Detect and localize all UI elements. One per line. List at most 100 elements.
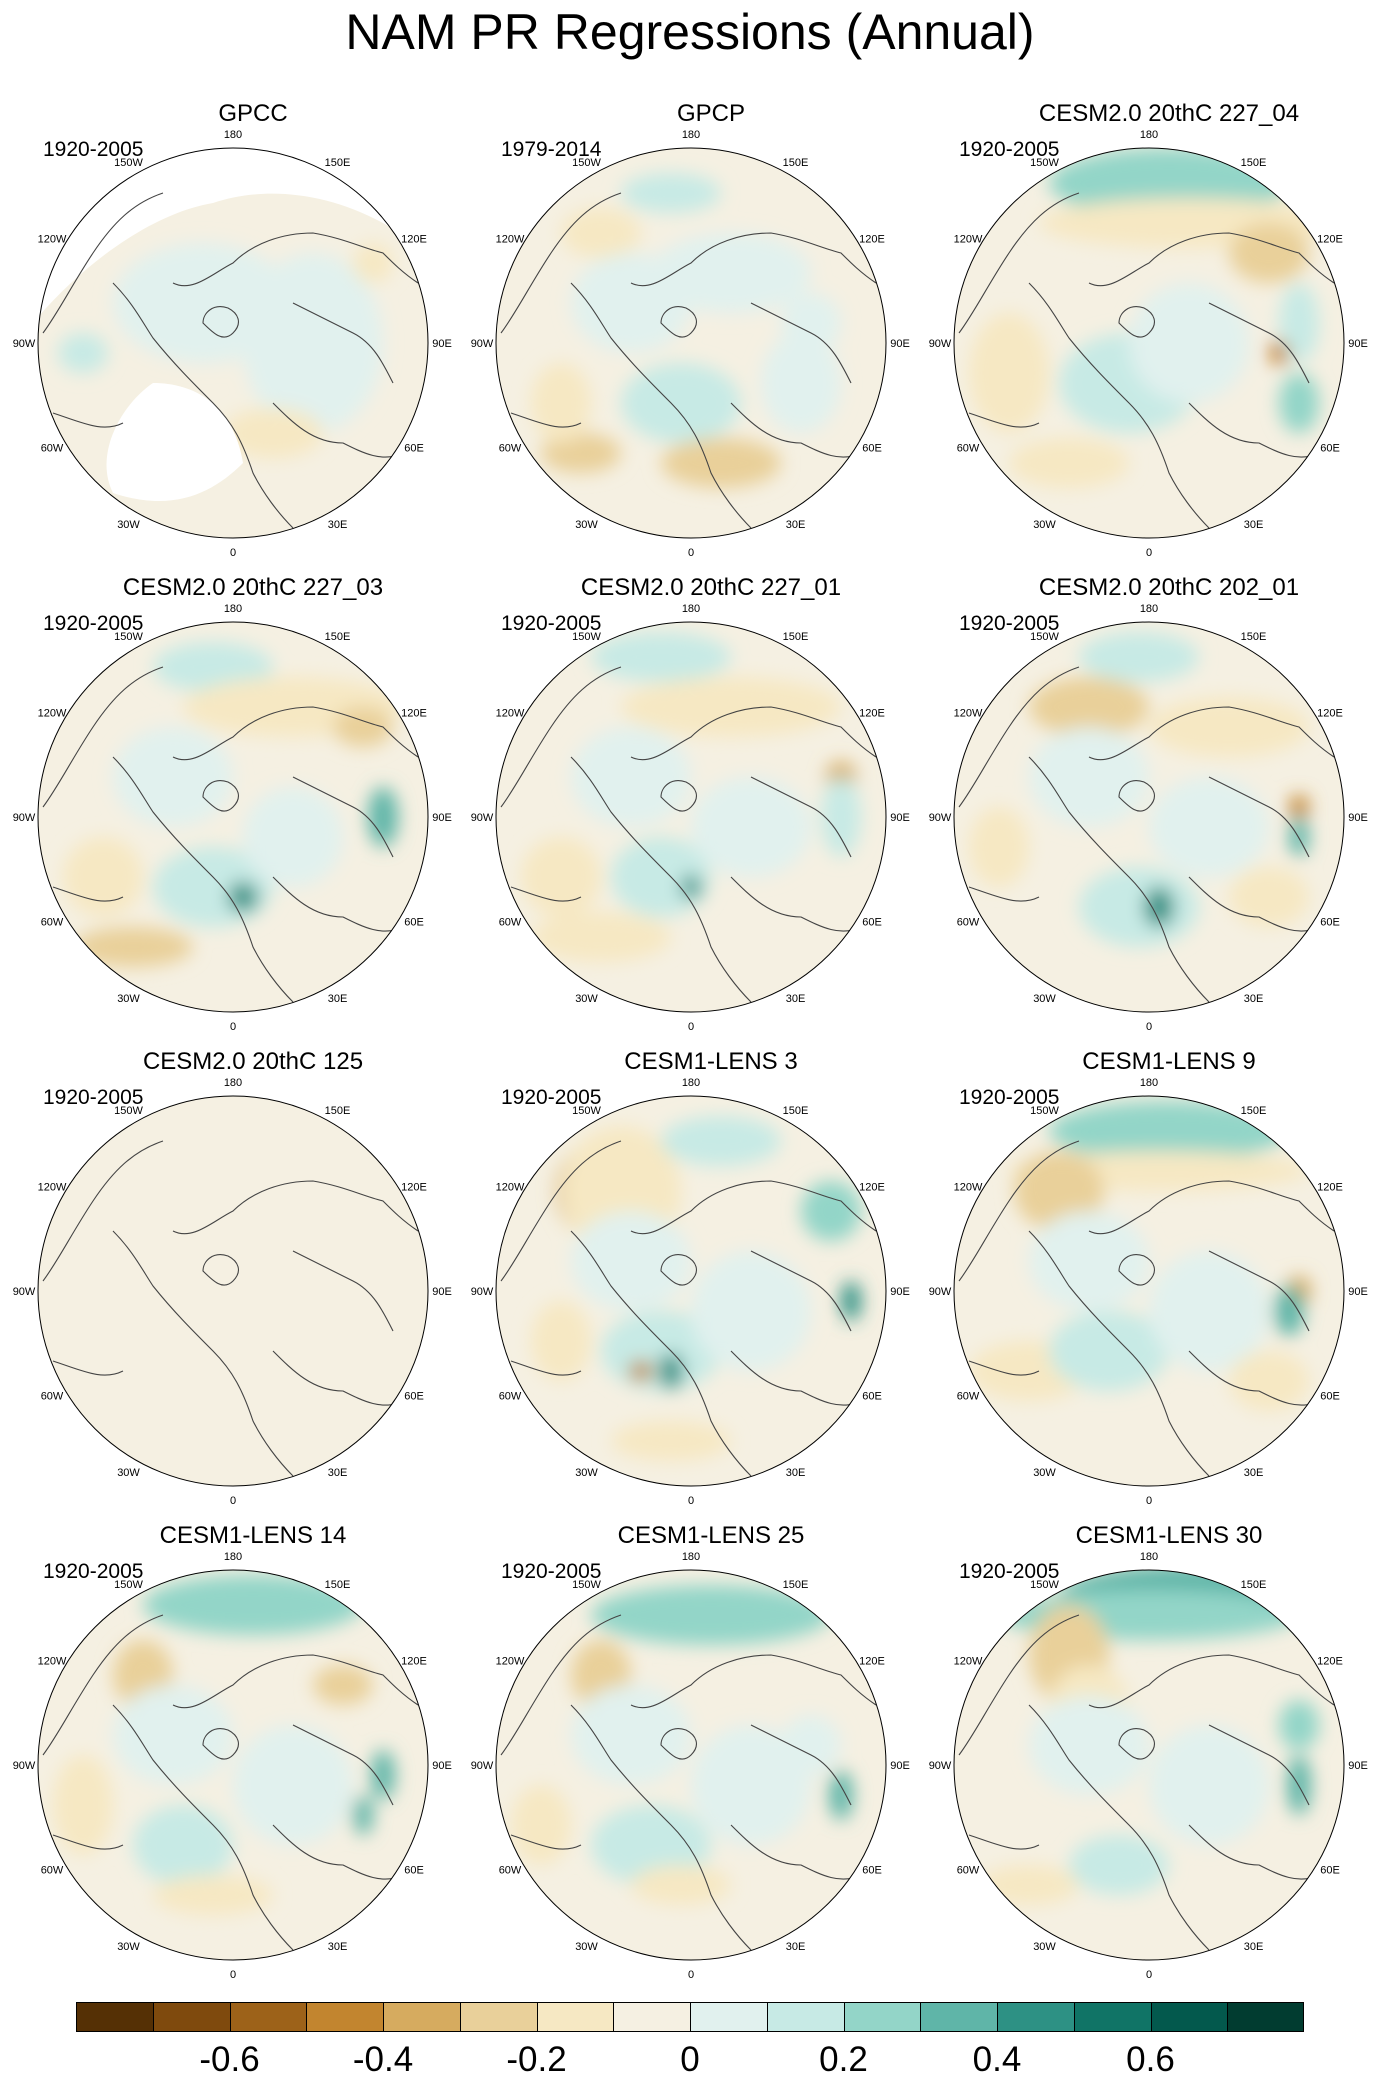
longitude-label: 150W (1030, 631, 1059, 643)
polar-map: 180 150E 120E 90E 60E 30E 0 30W 60W 90W 120W 150W (13, 1077, 452, 1507)
longitude-label: 120W (954, 1656, 983, 1668)
anomaly-region (243, 253, 383, 433)
polar-map: 180 150E 120E 90E 60E 30E 0 30W 60W 90W 120W 150W (13, 1551, 452, 1981)
precip-field (954, 148, 1344, 538)
anomaly-region (313, 1665, 373, 1705)
polar-map: 180 150E 120E 90E 60E 30E 0 30W 60W 90W 120W 150W (929, 1551, 1368, 1981)
map-boundary (495, 147, 887, 539)
anomaly-region (1069, 1835, 1169, 1895)
longitude-label: 90W (471, 1286, 494, 1298)
polar-map: 180 150E 120E 90E 60E 30E 0 30W 60W 90W 120W 150W (471, 129, 910, 559)
longitude-label: 180 (1140, 603, 1158, 615)
precip-field (496, 622, 886, 1012)
longitude-label: 120E (401, 708, 427, 720)
longitude-label: 90E (432, 812, 452, 824)
anomaly-region (113, 1685, 233, 1785)
anomaly-region (1144, 887, 1174, 927)
map-panel: CESM2.0 20thC 202_01 1920-2005 180 150E 120E… (929, 574, 1380, 1033)
longitude-label: 120E (859, 708, 885, 720)
longitude-label: 60W (41, 1391, 64, 1403)
anomaly-region (571, 727, 691, 827)
anomaly-region (621, 363, 741, 443)
longitude-label: 60W (957, 1865, 980, 1877)
polar-map: 180 150E 120E 90E 60E 30E 0 30W 60W 90W 120W 150W (471, 603, 910, 1033)
anomaly-region (1279, 283, 1319, 363)
anomaly-region (591, 1585, 831, 1645)
anomaly-region (63, 837, 143, 917)
anomaly-region (233, 1725, 353, 1845)
colorbar-swatch (459, 2002, 537, 2032)
longitude-label: 120W (954, 1182, 983, 1194)
longitude-label: 120E (1317, 1656, 1343, 1668)
anomaly-region (1229, 867, 1309, 927)
map-panel: CESM1-LENS 9 1920-2005 180 150E 120E 90E 60E 30… (929, 1048, 1380, 1507)
longitude-label: 60E (1320, 1391, 1340, 1403)
panel-title: CESM1-LENS 30 (1075, 1522, 1263, 1549)
longitude-label: 30E (1244, 519, 1264, 531)
coastlines (42, 1140, 419, 1477)
map-boundary (495, 621, 887, 1013)
longitude-label: 30E (1244, 1467, 1264, 1479)
longitude-label: 0 (1146, 547, 1152, 559)
longitude-label: 150W (572, 1105, 601, 1117)
longitude-label: 30W (575, 1941, 598, 1953)
coastlines (42, 192, 419, 529)
longitude-label: 0 (230, 1969, 236, 1981)
longitude-label: 150E (783, 631, 809, 643)
anomaly-region (1149, 1251, 1269, 1371)
coastlines (500, 666, 877, 1003)
longitude-label: 30E (786, 993, 806, 1005)
anomaly-region (691, 1251, 811, 1371)
colorbar-swatch (229, 2002, 307, 2032)
colorbar-swatch (690, 2002, 767, 2032)
polar-map: 180 150E 120E 90E 60E 30E 0 30W 60W 90W 120W 150W (929, 603, 1368, 1033)
longitude-label: 90W (471, 812, 494, 824)
colorbar-tick-label: 0.2 (819, 2040, 868, 2079)
colorbar-swatch (766, 2002, 844, 2032)
anomaly-region (511, 1785, 571, 1865)
anomaly-region (651, 233, 811, 313)
map-panel: CESM1-LENS 14 1920-2005 180 150E 120E 90E 60E 3… (13, 1522, 473, 1981)
anomaly-region (1029, 1695, 1149, 1795)
longitude-label: 60E (862, 917, 882, 929)
longitude-label: 30E (328, 519, 348, 531)
longitude-label: 120W (38, 708, 67, 720)
longitude-label: 90W (13, 338, 36, 350)
longitude-label: 90E (890, 1760, 910, 1772)
panel-period: 1920-2005 (959, 138, 1060, 161)
colorbar-swatch (76, 2002, 153, 2032)
longitude-label: 120W (496, 234, 525, 246)
longitude-label: 30E (786, 1941, 806, 1953)
colorbar-swatch (920, 2002, 997, 2032)
anomaly-region (661, 1116, 781, 1166)
colorbar-tick-label: 0 (680, 2040, 700, 2079)
panel-title: CESM1-LENS 14 (159, 1522, 347, 1549)
longitude-label: 90W (13, 1760, 36, 1772)
longitude-label: 120E (859, 1182, 885, 1194)
precip-field (954, 1096, 1344, 1486)
anomaly-region (969, 807, 1029, 887)
longitude-label: 60E (1320, 1865, 1340, 1877)
precip-field (38, 1570, 428, 1960)
longitude-label: 0 (688, 1021, 694, 1033)
map-panel: CESM1-LENS 3 1920-2005 180 150E 120E 90E 60E 30… (471, 1048, 931, 1507)
longitude-label: 60E (404, 1865, 424, 1877)
anomaly-region (333, 707, 393, 747)
panel-title: CESM1-LENS 9 (1082, 1048, 1256, 1075)
anomaly-region (681, 875, 701, 899)
anomaly-region (228, 882, 258, 912)
anomaly-region (521, 837, 601, 917)
coastlines (958, 192, 1335, 529)
anomaly-region (53, 1755, 113, 1855)
colorbar-swatch (997, 2002, 1074, 2032)
longitude-label: 90E (1348, 1286, 1368, 1298)
map-panel: CESM2.0 20thC 227_01 1920-2005 180 150E 120E… (471, 574, 931, 1033)
panel-title: CESM2.0 20thC 125 (142, 1048, 364, 1075)
longitude-label: 60W (41, 1865, 64, 1877)
longitude-label: 30E (1244, 993, 1264, 1005)
longitude-label: 0 (230, 1021, 236, 1033)
longitude-label: 120W (496, 708, 525, 720)
anomaly-region (243, 787, 343, 887)
longitude-label: 120E (859, 1656, 885, 1668)
anomaly-region (133, 1805, 233, 1885)
